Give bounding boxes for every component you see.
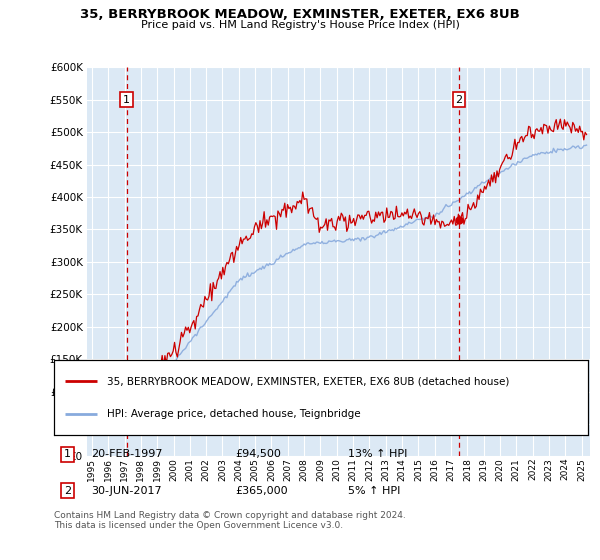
Text: Price paid vs. HM Land Registry's House Price Index (HPI): Price paid vs. HM Land Registry's House … xyxy=(140,20,460,30)
Text: Contains HM Land Registry data © Crown copyright and database right 2024.
This d: Contains HM Land Registry data © Crown c… xyxy=(54,511,406,530)
Text: HPI: Average price, detached house, Teignbridge: HPI: Average price, detached house, Teig… xyxy=(107,409,361,419)
Text: £94,500: £94,500 xyxy=(236,449,281,459)
Text: 35, BERRYBROOK MEADOW, EXMINSTER, EXETER, EX6 8UB (detached house): 35, BERRYBROOK MEADOW, EXMINSTER, EXETER… xyxy=(107,376,510,386)
Text: 30-JUN-2017: 30-JUN-2017 xyxy=(91,486,162,496)
Text: 1: 1 xyxy=(123,95,130,105)
Text: 20-FEB-1997: 20-FEB-1997 xyxy=(91,449,163,459)
Text: 5% ↑ HPI: 5% ↑ HPI xyxy=(348,486,400,496)
Text: 2: 2 xyxy=(455,95,463,105)
Text: 2: 2 xyxy=(64,486,71,496)
Text: 1: 1 xyxy=(64,449,71,459)
Text: 35, BERRYBROOK MEADOW, EXMINSTER, EXETER, EX6 8UB: 35, BERRYBROOK MEADOW, EXMINSTER, EXETER… xyxy=(80,8,520,21)
Text: £365,000: £365,000 xyxy=(236,486,288,496)
Text: 13% ↑ HPI: 13% ↑ HPI xyxy=(348,449,407,459)
